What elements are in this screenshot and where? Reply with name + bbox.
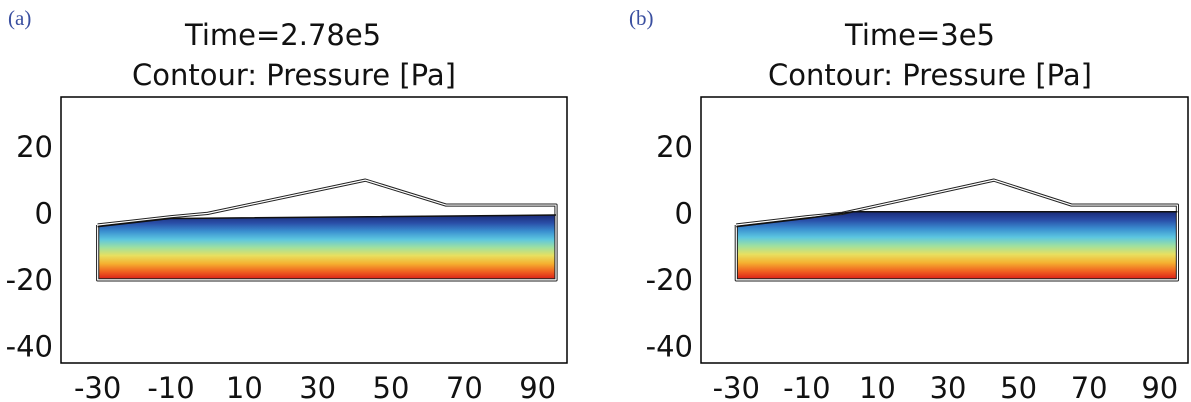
x-tick-label: -30 bbox=[74, 371, 121, 402]
x-tick-label: 90 bbox=[1141, 371, 1178, 402]
chart-subtitle: Contour: Pressure [Pa] bbox=[132, 58, 456, 92]
phreatic-line bbox=[97, 214, 557, 228]
panel-a: (a) Time=2.78e5 Contour: Pressure [Pa] -… bbox=[0, 0, 595, 402]
x-tick-label: -30 bbox=[713, 371, 760, 402]
pressure-contour-fill bbox=[97, 215, 557, 280]
x-tick-label: 10 bbox=[859, 371, 896, 402]
chart-title: Time=3e5 bbox=[845, 18, 996, 52]
panel-label: (b) bbox=[629, 6, 654, 30]
y-tick-label: 20 bbox=[16, 130, 53, 164]
x-tick-label: 70 bbox=[1071, 371, 1108, 402]
plot-frame bbox=[700, 96, 1189, 364]
y-tick-label: -40 bbox=[646, 329, 693, 363]
x-tick-label: -10 bbox=[783, 371, 830, 402]
y-tick-label: -40 bbox=[6, 329, 53, 363]
y-tick-label: -20 bbox=[646, 263, 693, 297]
domain-outline-inner bbox=[97, 179, 557, 281]
pressure-contour-fill bbox=[736, 211, 1178, 280]
x-tick-label: 10 bbox=[226, 371, 263, 402]
x-tick-label: 90 bbox=[519, 371, 556, 402]
plot-frame bbox=[60, 96, 568, 364]
y-tick-label: 20 bbox=[656, 130, 693, 164]
contour-plot-b: -30 -10 10 30 50 70 90 20 0 -20 -40 bbox=[646, 96, 1189, 402]
x-tick-label: 30 bbox=[299, 371, 336, 402]
y-tick-label: 0 bbox=[675, 196, 693, 230]
x-tick-label: 30 bbox=[930, 371, 967, 402]
panel-label: (a) bbox=[8, 6, 32, 30]
x-tick-label: 50 bbox=[1000, 371, 1037, 402]
y-tick-label: 0 bbox=[35, 196, 53, 230]
y-tick-label: -20 bbox=[6, 263, 53, 297]
domain-outline-inner bbox=[735, 179, 1179, 281]
panel-b: (b) Time=3e5 Contour: Pressure [Pa] -30-… bbox=[623, 0, 1191, 402]
x-tick-label: -10 bbox=[147, 371, 194, 402]
x-tick-label: 70 bbox=[446, 371, 483, 402]
contour-plot-a: -30 -10 10 30 50 70 90 20 0 -20 -40 bbox=[6, 96, 568, 402]
x-tick-label: 50 bbox=[373, 371, 410, 402]
phreatic-line bbox=[736, 210, 1178, 228]
chart-title: Time=2.78e5 bbox=[185, 18, 382, 52]
chart-subtitle: Contour: Pressure [Pa] bbox=[768, 58, 1092, 92]
